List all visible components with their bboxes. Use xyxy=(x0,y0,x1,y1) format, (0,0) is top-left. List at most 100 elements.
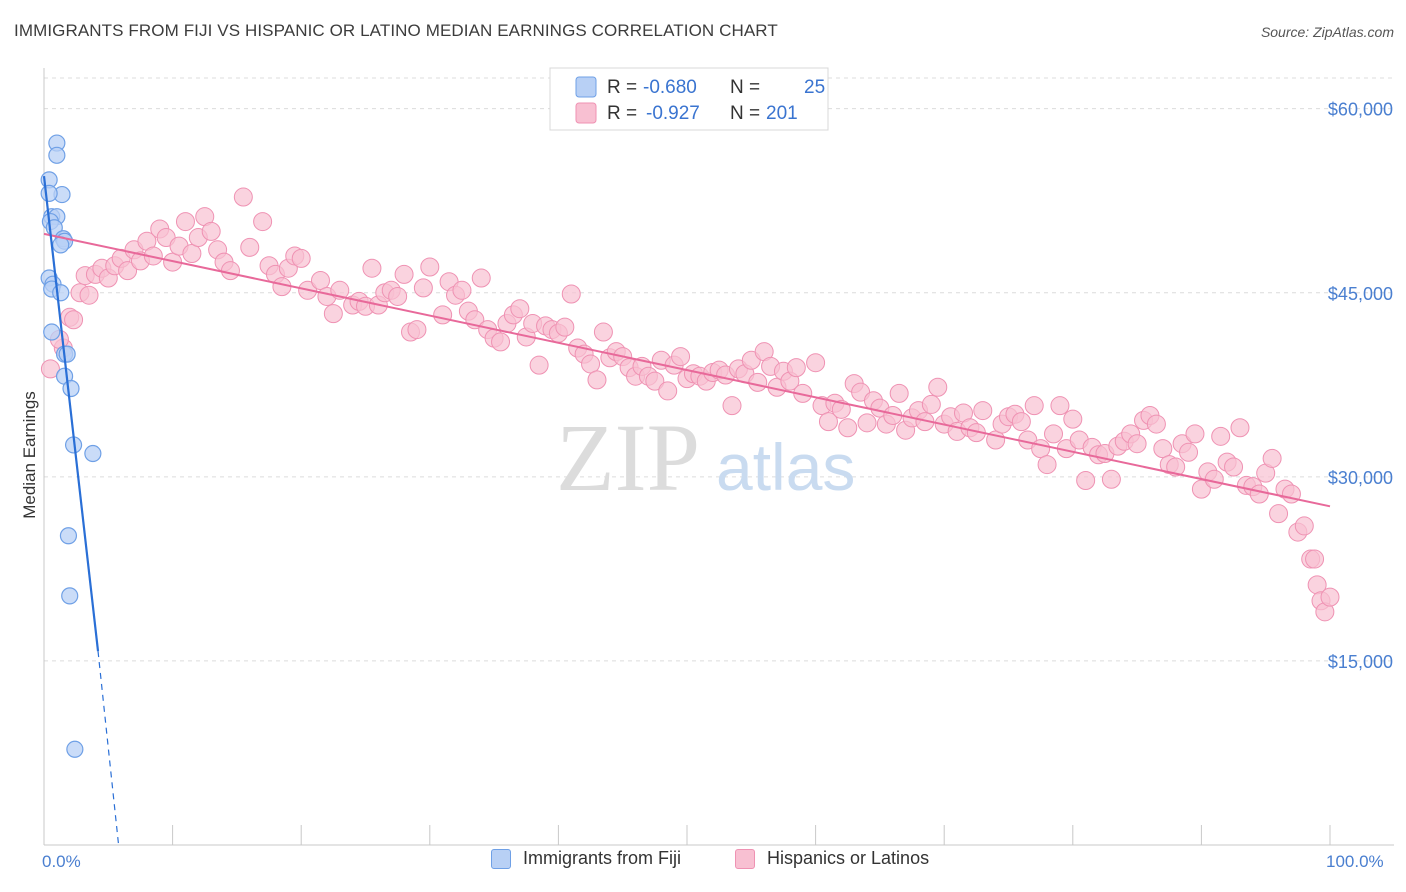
data-point-hispanic xyxy=(1050,396,1070,416)
data-point-hispanic xyxy=(272,277,292,297)
data-point-hispanic xyxy=(433,305,453,325)
data-point-hispanic xyxy=(722,396,742,416)
data-point-fiji xyxy=(61,587,79,605)
data-point-hispanic xyxy=(1269,504,1289,524)
y-tick-label: $45,000 xyxy=(1328,284,1393,304)
data-point-hispanic xyxy=(1146,414,1166,434)
data-point-hispanic xyxy=(748,372,768,392)
data-point-hispanic xyxy=(786,358,806,378)
data-point-hispanic xyxy=(818,412,838,432)
data-point-hispanic xyxy=(593,322,613,342)
data-point-hispanic xyxy=(1063,409,1083,429)
trend-line-fiji xyxy=(42,176,100,652)
trend-line-hispanic xyxy=(43,232,1331,508)
data-point-hispanic xyxy=(857,413,877,433)
legend-swatch-hisp xyxy=(735,848,755,869)
data-point-hispanic xyxy=(201,221,221,241)
data-point-hispanic xyxy=(413,278,433,298)
data-point-hispanic xyxy=(529,355,549,375)
data-point-hispanic xyxy=(471,268,491,288)
data-point-hispanic xyxy=(491,332,511,352)
chart-title: IMMIGRANTS FROM FIJI VS HISPANIC OR LATI… xyxy=(14,21,778,40)
data-point-hispanic xyxy=(561,284,581,304)
legend-swatch-fiji xyxy=(491,848,511,869)
data-point-hispanic xyxy=(671,347,691,367)
source-credit: Source: ZipAtlas.com xyxy=(1260,24,1394,40)
y-tick-labels: $15,000 $30,000 $45,000 $60,000 xyxy=(1328,100,1393,672)
data-point-hispanic xyxy=(233,187,253,207)
data-point-hispanic xyxy=(973,401,993,421)
data-point-hispanic xyxy=(1179,442,1199,462)
data-point-fiji xyxy=(40,184,58,202)
watermark-atlas: atlas xyxy=(716,430,855,504)
data-point-hispanic xyxy=(1320,587,1340,607)
data-point-hispanic xyxy=(79,285,99,305)
data-point-hispanic xyxy=(1185,424,1205,444)
data-point-hispanic xyxy=(1044,424,1064,444)
legend-label-fiji: Immigrants from Fiji xyxy=(523,848,682,868)
data-point-hispanic xyxy=(452,280,472,300)
data-point-fiji xyxy=(52,284,70,302)
x-tick-label-max: 100.0% xyxy=(1326,852,1384,871)
legend-n-label-fiji: N = xyxy=(730,77,760,98)
legend-r-label-fiji: R = xyxy=(607,77,637,98)
y-tick-label: $30,000 xyxy=(1328,468,1393,488)
data-point-hispanic xyxy=(921,394,941,414)
x-tick-label-min: 0.0% xyxy=(42,852,81,871)
data-point-hispanic xyxy=(889,383,909,403)
data-point-hispanic xyxy=(310,270,330,290)
data-point-hispanic xyxy=(407,320,427,340)
data-point-hispanic xyxy=(645,371,665,391)
data-point-hispanic xyxy=(1101,469,1121,489)
data-point-fiji xyxy=(84,444,102,463)
data-point-hispanic xyxy=(64,310,84,330)
data-point-hispanic xyxy=(1262,448,1282,468)
data-point-fiji xyxy=(66,740,84,758)
data-point-hispanic xyxy=(118,261,138,281)
data-point-hispanic xyxy=(928,377,948,397)
data-point-hispanic xyxy=(658,381,678,401)
data-point-hispanic xyxy=(1166,457,1186,477)
watermark-zip: ZIP xyxy=(556,404,700,511)
data-point-hispanic xyxy=(1294,516,1314,536)
y-tick-label: $60,000 xyxy=(1328,100,1393,120)
legend-item-hisp: Hispanics or Latinos xyxy=(735,848,929,869)
data-point-hispanic xyxy=(394,264,414,284)
trend-lines xyxy=(42,176,1331,846)
data-point-hispanic xyxy=(253,212,273,232)
data-point-hispanic xyxy=(838,418,858,438)
data-point-hispanic xyxy=(362,258,382,278)
series-legend: Immigrants from Fiji Hispanics or Latino… xyxy=(0,848,1406,880)
data-point-hispanic xyxy=(1076,471,1096,491)
data-point-hispanic xyxy=(220,261,240,281)
legend-n-value-fiji: 25 xyxy=(804,77,825,98)
data-point-fiji xyxy=(58,345,76,363)
legend-r-value-fiji: -0.680 xyxy=(643,77,697,98)
legend-swatch-hisp xyxy=(575,102,597,124)
data-point-hispanic xyxy=(1211,426,1231,446)
data-point-fiji xyxy=(43,323,61,341)
stats-legend: R = -0.680 N = 25 R = -0.927 N = 201 xyxy=(549,67,829,131)
legend-swatch-fiji xyxy=(575,76,597,98)
data-point-hispanic xyxy=(831,399,851,419)
data-point-fiji xyxy=(62,379,80,398)
data-point-hispanic xyxy=(1031,439,1051,459)
data-point-hispanic xyxy=(388,286,408,306)
data-point-hispanic xyxy=(240,237,260,257)
data-point-hispanic xyxy=(1249,484,1269,504)
data-point-hispanic xyxy=(806,353,826,373)
data-point-hispanic xyxy=(581,354,601,374)
data-point-fiji xyxy=(48,146,66,164)
legend-r-label-hisp: R = xyxy=(607,103,637,124)
data-point-hispanic xyxy=(555,317,575,337)
data-point-hispanic xyxy=(1230,418,1250,438)
data-point-hispanic xyxy=(1153,439,1173,459)
data-point-hispanic xyxy=(323,304,343,324)
legend-n-value-hisp: 201 xyxy=(766,103,798,124)
y-tick-label: $15,000 xyxy=(1328,652,1393,672)
trend-line-fiji-extrapolated xyxy=(97,651,120,846)
data-point-hispanic xyxy=(291,248,311,268)
legend-r-value-hisp: -0.927 xyxy=(646,103,700,124)
data-point-hispanic xyxy=(1037,455,1057,475)
